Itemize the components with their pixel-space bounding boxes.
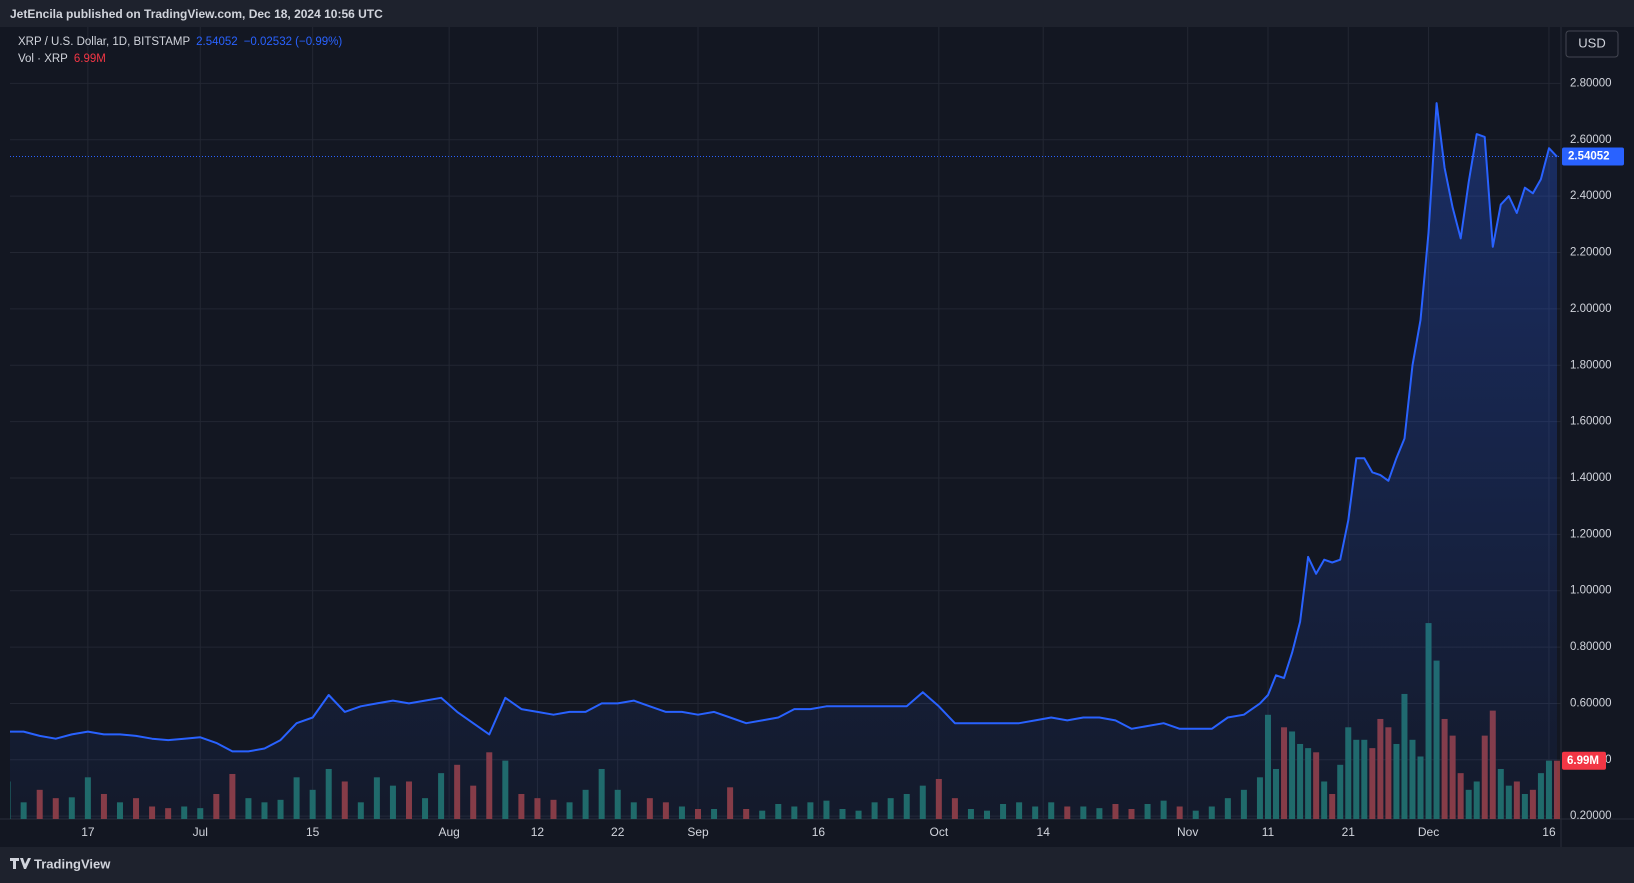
currency-button[interactable] <box>1565 30 1619 58</box>
x-tick-label: 16 <box>812 825 826 839</box>
last-volume-badge <box>1562 751 1606 770</box>
x-tick-label: Oct <box>929 825 948 839</box>
brand-logo: TradingView <box>10 856 111 871</box>
currency[interactable]: USD <box>1578 35 1605 50</box>
y-tick-label: 0.20000 <box>1570 810 1612 822</box>
logo-icon <box>10 858 31 869</box>
y-tick-label: 1.40000 <box>1570 472 1612 484</box>
price-line <box>10 102 1558 753</box>
x-tick-label: Jul <box>193 825 208 839</box>
x-tick-label: 12 <box>531 825 545 839</box>
y-tick-label: 0.80000 <box>1570 641 1612 653</box>
y-tick-label: 2.80000 <box>1570 77 1612 89</box>
y-tick-label: 1.60000 <box>1570 416 1612 428</box>
x-tick-label: 22 <box>611 825 625 839</box>
series-name: Vol · XRP <box>18 53 68 65</box>
x-tick-label: 14 <box>1037 825 1051 839</box>
price-area <box>10 103 1557 819</box>
x-tick-label: Dec <box>1418 825 1439 839</box>
x-tick-label: Nov <box>1177 825 1198 839</box>
y-tick-label: 1.00000 <box>1570 585 1612 597</box>
y-tick-label: 1.20000 <box>1570 528 1612 540</box>
x-tick-label: 15 <box>306 825 320 839</box>
publisher: JetEncila published on TradingView.com, … <box>10 7 383 21</box>
legend-price: 2.54052 <box>196 36 238 48</box>
x-tick-label: Sep <box>687 825 709 839</box>
y-tick-label: 1.80000 <box>1570 359 1612 371</box>
y-tick-label: 2.40000 <box>1570 190 1612 202</box>
y-tick-label: 2.00000 <box>1570 303 1612 315</box>
last-price-badge <box>1562 147 1624 166</box>
y-tick-label: 2.60000 <box>1570 134 1612 146</box>
legend-volume: 6.99M <box>74 53 106 65</box>
legend-change: −0.02532 (−0.99%) <box>244 36 343 48</box>
last-price-label: 2.54052 <box>1568 151 1610 163</box>
plot <box>10 27 1561 819</box>
x-tick-label: 16 <box>1542 825 1556 839</box>
x-tick-label: 11 <box>1262 825 1275 839</box>
axes: 17 Jul 15 Aug 12 22 Sep 16 Oct 14 Nov 11 21 Dec 16 0.20… <box>81 77 1624 839</box>
x-tick-label: 21 <box>1342 825 1356 839</box>
legend: XRP / U.S. Dollar, 1D, BITSTAMP 2.54052 −0… <box>18 36 342 65</box>
x-tick-label: Aug <box>438 825 459 839</box>
series-name: XRP / U.S. Dollar, 1D, BITSTAMP <box>18 36 190 48</box>
y-tick-label: 2.20000 <box>1570 247 1612 259</box>
y-tick-label: 0.60000 <box>1570 697 1612 709</box>
last-volume-label: 6.99M <box>1567 755 1599 767</box>
x-tick-label: 17 <box>81 825 95 839</box>
brand: TradingView <box>34 856 111 871</box>
